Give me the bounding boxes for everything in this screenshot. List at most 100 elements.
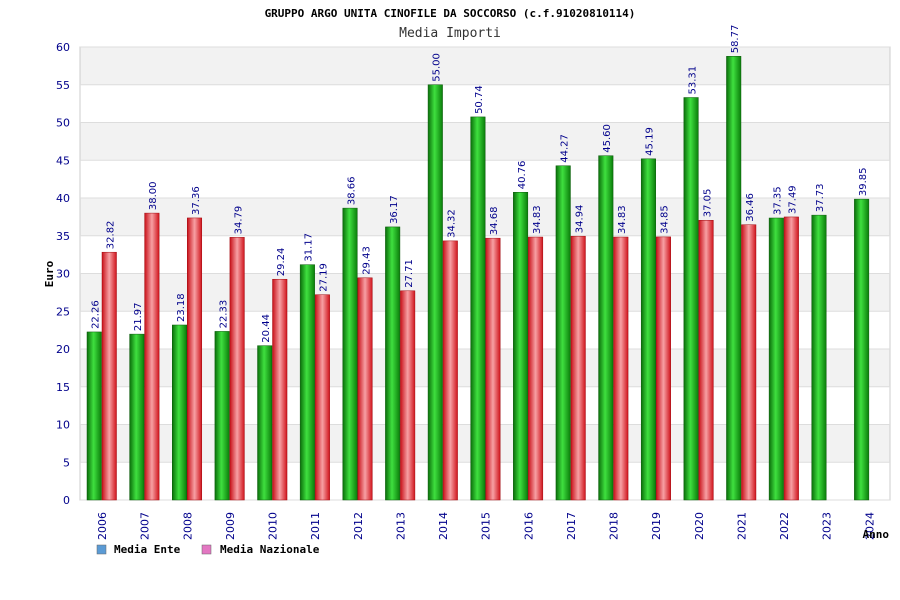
bar-media-ente bbox=[86, 331, 102, 501]
data-label-media-nazionale: 37.49 bbox=[788, 185, 799, 214]
x-tick-label: 2017 bbox=[565, 512, 578, 540]
data-label-media-ente: 58.77 bbox=[730, 25, 741, 54]
x-tick-label: 2007 bbox=[139, 512, 152, 540]
x-tick-label: 2010 bbox=[267, 512, 280, 540]
bar-media-ente bbox=[385, 226, 401, 501]
legend-label-media-nazionale: Media Nazionale bbox=[220, 543, 320, 556]
x-axis-ticks: 2006 2007 2008 2009 2010 2011 2012 2013 2014 2015… bbox=[96, 512, 876, 540]
data-label-media-ente: 20.44 bbox=[261, 314, 272, 343]
bar-media-ente bbox=[427, 84, 443, 501]
y-tick-label: 55 bbox=[56, 79, 70, 92]
y-tick-label: 15 bbox=[56, 381, 70, 394]
data-label-media-ente: 53.31 bbox=[687, 66, 698, 95]
bar-media-nazionale bbox=[357, 277, 373, 501]
bar-media-nazionale bbox=[528, 236, 544, 501]
bar-media-nazionale bbox=[783, 216, 799, 501]
chart-title: GRUPPO ARGO UNITA CINOFILE DA SOCCORSO (… bbox=[265, 7, 636, 20]
bar-media-ente bbox=[726, 56, 742, 501]
data-label-media-ente: 36.17 bbox=[389, 195, 400, 224]
data-label-media-ente: 37.73 bbox=[815, 183, 826, 212]
data-labels: 22.26 32.82 21.97 38.00 23.18 37.36 22.33 34.79… bbox=[91, 25, 869, 343]
data-label-media-nazionale: 38.00 bbox=[148, 181, 159, 210]
x-tick-label: 2006 bbox=[96, 512, 109, 540]
bar-media-ente bbox=[299, 264, 315, 501]
data-label-media-nazionale: 34.94 bbox=[574, 205, 585, 234]
y-tick-label: 10 bbox=[56, 419, 70, 432]
data-label-media-ente: 38.66 bbox=[346, 176, 357, 205]
x-tick-label: 2023 bbox=[821, 512, 834, 540]
legend-label-media-ente: Media Ente bbox=[114, 543, 181, 556]
data-label-media-nazionale: 29.24 bbox=[276, 248, 287, 277]
y-axis-label: Euro bbox=[43, 260, 56, 287]
data-label-media-ente: 40.76 bbox=[517, 161, 528, 190]
bar-media-nazionale bbox=[101, 251, 117, 501]
data-label-media-nazionale: 34.83 bbox=[617, 205, 628, 234]
data-label-media-ente: 31.17 bbox=[304, 233, 315, 262]
y-tick-label: 60 bbox=[56, 41, 70, 54]
data-label-media-nazionale: 34.32 bbox=[447, 209, 458, 238]
bar-media-ente bbox=[129, 333, 145, 501]
x-tick-label: 2021 bbox=[735, 512, 748, 540]
bar-media-ente bbox=[513, 192, 529, 501]
data-label-media-ente: 55.00 bbox=[432, 53, 443, 82]
x-axis-label: Anno bbox=[863, 528, 890, 541]
data-label-media-nazionale: 27.19 bbox=[319, 263, 330, 292]
x-tick-label: 2011 bbox=[309, 512, 322, 540]
y-tick-label: 5 bbox=[63, 456, 70, 469]
x-tick-label: 2015 bbox=[480, 512, 493, 540]
bar-media-ente bbox=[470, 116, 486, 501]
data-label-media-nazionale: 34.79 bbox=[233, 206, 244, 235]
legend-swatch-media-nazionale bbox=[201, 544, 212, 555]
x-tick-label: 2016 bbox=[522, 512, 535, 540]
bar-media-ente bbox=[214, 331, 230, 501]
data-label-media-nazionale: 34.85 bbox=[660, 205, 671, 234]
data-label-media-ente: 39.85 bbox=[858, 167, 869, 196]
bar-media-nazionale bbox=[442, 240, 458, 501]
bar-media-ente bbox=[257, 345, 273, 501]
bar-media-nazionale bbox=[314, 294, 330, 501]
data-label-media-nazionale: 37.36 bbox=[191, 186, 202, 215]
bar-media-ente bbox=[640, 158, 656, 501]
x-tick-label: 2018 bbox=[608, 512, 621, 540]
y-tick-label: 40 bbox=[56, 192, 70, 205]
data-label-media-nazionale: 37.05 bbox=[702, 189, 713, 218]
bar-media-nazionale bbox=[272, 278, 288, 501]
x-tick-label: 2019 bbox=[650, 512, 663, 540]
y-tick-label: 20 bbox=[56, 343, 70, 356]
y-tick-label: 50 bbox=[56, 117, 70, 130]
bar-media-nazionale bbox=[613, 236, 629, 501]
data-label-media-ente: 22.33 bbox=[218, 300, 229, 329]
data-label-media-ente: 23.18 bbox=[176, 293, 187, 322]
bar-media-nazionale bbox=[400, 290, 416, 501]
background-band bbox=[80, 47, 890, 85]
bar-media-ente bbox=[768, 217, 784, 501]
background-band bbox=[80, 84, 890, 123]
x-tick-label: 2012 bbox=[352, 512, 365, 540]
bar-media-ente bbox=[683, 97, 699, 501]
y-tick-label: 45 bbox=[56, 154, 70, 167]
data-label-media-ente: 21.97 bbox=[133, 302, 144, 331]
bar-media-nazionale bbox=[570, 235, 586, 501]
y-tick-label: 0 bbox=[63, 494, 70, 507]
bar-media-nazionale bbox=[655, 236, 671, 501]
y-tick-label: 35 bbox=[56, 230, 70, 243]
x-tick-label: 2022 bbox=[778, 512, 791, 540]
bar-media-nazionale bbox=[741, 224, 757, 501]
data-label-media-ente: 45.60 bbox=[602, 124, 613, 153]
bar-media-nazionale bbox=[698, 220, 714, 501]
y-axis-ticks: 0 5 10 15 20 25 30 35 40 45 50 55 60 bbox=[56, 41, 70, 507]
y-tick-label: 25 bbox=[56, 305, 70, 318]
x-tick-label: 2014 bbox=[437, 512, 450, 540]
bar-media-ente bbox=[555, 165, 571, 501]
data-label-media-ente: 37.35 bbox=[773, 186, 784, 215]
bar-media-ente bbox=[811, 214, 827, 501]
x-tick-label: 2009 bbox=[224, 512, 237, 540]
bar-media-ente bbox=[342, 207, 358, 501]
data-label-media-nazionale: 36.46 bbox=[745, 193, 756, 222]
y-tick-label: 30 bbox=[56, 268, 70, 281]
bar-media-nazionale bbox=[229, 237, 245, 501]
data-label-media-ente: 50.74 bbox=[474, 85, 485, 114]
x-tick-label: 2013 bbox=[394, 512, 407, 540]
